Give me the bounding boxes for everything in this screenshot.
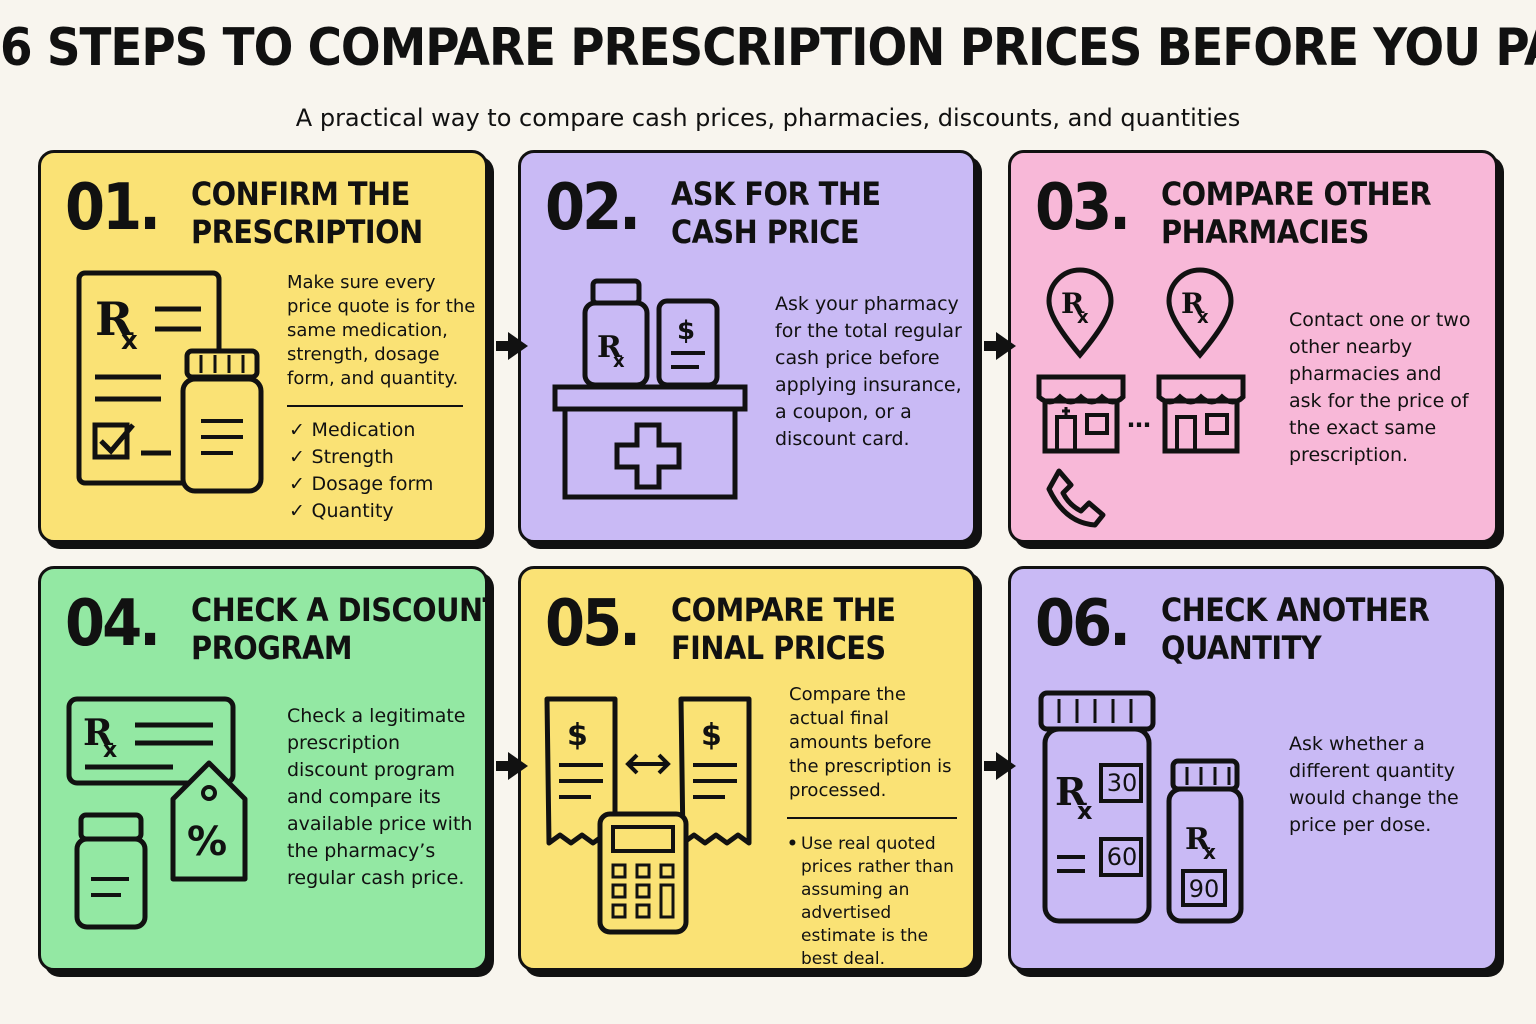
checklist-item: Strength — [289, 444, 433, 471]
pill-bottle-icon — [74, 812, 148, 930]
step-description: Contact one or two other nearby pharmaci… — [1289, 309, 1471, 466]
step-heading-line2: CASH PRICE — [671, 213, 860, 251]
note-bullet: • Use real quoted prices rather than ass… — [787, 833, 967, 969]
svg-text:x: x — [121, 326, 138, 356]
step-card-03: 03. COMPARE OTHER PHARMACIES R x R x … C… — [1008, 150, 1498, 543]
step-heading-line1: COMPARE OTHER — [1161, 175, 1432, 213]
phone-icon — [1046, 468, 1106, 528]
percent-tag-icon: % — [170, 760, 248, 882]
svg-text:R: R — [597, 330, 623, 365]
step-heading-line2: PROGRAM — [191, 629, 352, 667]
svg-text:R: R — [95, 292, 134, 346]
svg-text:x: x — [103, 738, 117, 763]
compare-arrows-icon — [625, 753, 671, 775]
note-text: Use real quoted prices rather than assum… — [801, 834, 954, 969]
step-heading-line1: CONFIRM THE — [191, 175, 410, 213]
small-bottle-icon: R x — [1166, 758, 1244, 924]
step-heading-line2: FINAL PRICES — [671, 629, 886, 667]
step-heading: CONFIRM THE PRESCRIPTION — [191, 175, 423, 251]
step-description: Ask whether a different quantity would c… — [1289, 733, 1459, 836]
step-heading-line1: CHECK A DISCOUNT — [191, 591, 488, 629]
large-bottle-icon: R x — [1038, 690, 1156, 924]
step-heading: CHECK ANOTHER QUANTITY — [1161, 591, 1430, 667]
page-subtitle: A practical way to compare cash prices, … — [295, 104, 1241, 132]
svg-text:R: R — [1181, 287, 1205, 320]
svg-text:R: R — [1185, 822, 1211, 857]
step-heading: ASK FOR THE CASH PRICE — [671, 175, 881, 251]
pharmacy-store-icon — [1156, 374, 1246, 454]
arrow-right-icon — [496, 332, 528, 360]
step-description: Ask your pharmacy for the total regular … — [775, 293, 962, 450]
quantity-label-30: 30 — [1106, 769, 1138, 797]
step-card-06: 06. CHECK ANOTHER QUANTITY R x 30 60 R x… — [1008, 566, 1498, 971]
step-number: 01. — [65, 171, 161, 245]
step-number: 03. — [1035, 171, 1131, 245]
discount-card-icon: R x — [66, 696, 236, 786]
bullet-dot: • — [787, 834, 798, 854]
checklist-item: Dosage form — [289, 471, 434, 498]
svg-text:x: x — [613, 351, 625, 372]
step-description: Make sure every price quote is for the s… — [287, 272, 476, 389]
pill-bottle-icon — [180, 348, 264, 494]
arrow-right-icon — [984, 752, 1016, 780]
step-heading-line1: COMPARE THE — [671, 591, 896, 629]
location-pin-icon: R x — [1166, 267, 1234, 359]
step-number: 05. — [545, 587, 641, 661]
svg-text:x: x — [1077, 797, 1093, 825]
svg-text:$: $ — [677, 316, 695, 346]
svg-text:$: $ — [567, 718, 588, 753]
step-card-02: 02. ASK FOR THE CASH PRICE R x $ Ask you… — [518, 150, 976, 543]
step-card-04: 04. CHECK A DISCOUNT PROGRAM R x % Check… — [38, 566, 488, 971]
calculator-icon — [597, 811, 689, 935]
step-heading: CHECK A DISCOUNT PROGRAM — [191, 591, 488, 667]
page-title: 6 STEPS TO COMPARE PRESCRIPTION PRICES B… — [0, 18, 1536, 78]
arrow-right-icon — [984, 332, 1016, 360]
divider — [287, 405, 463, 407]
quantity-label-60: 60 — [1106, 843, 1138, 871]
svg-text:%: % — [187, 819, 227, 865]
prescription-form-icon: R x — [76, 270, 222, 486]
svg-text:$: $ — [701, 718, 722, 753]
svg-text:x: x — [1077, 307, 1089, 328]
ellipsis-dots: … — [1127, 405, 1151, 433]
svg-text:R: R — [1055, 769, 1087, 814]
step-number: 06. — [1035, 587, 1131, 661]
arrow-right-icon — [496, 752, 528, 780]
svg-text:x: x — [1197, 307, 1209, 328]
step-heading-line1: ASK FOR THE — [671, 175, 881, 213]
step-heading: COMPARE OTHER PHARMACIES — [1161, 175, 1432, 251]
step-description: Check a legitimate prescription discount… — [287, 705, 473, 889]
divider — [787, 817, 957, 819]
pharmacy-store-icon — [1036, 374, 1126, 454]
svg-text:R: R — [83, 712, 114, 754]
step-heading-line2: PHARMACIES — [1161, 213, 1369, 251]
svg-text:x: x — [1203, 840, 1216, 864]
step-description: Compare the actual final amounts before … — [789, 684, 952, 801]
checklist: Medication Strength Dosage form Quantity — [289, 417, 434, 525]
step-heading-line2: QUANTITY — [1161, 629, 1322, 667]
step-heading-line2: PRESCRIPTION — [191, 213, 423, 251]
step-card-05: 05. COMPARE THE FINAL PRICES $ $ Compare… — [518, 566, 976, 971]
svg-text:R: R — [1061, 287, 1085, 320]
checklist-item: Quantity — [289, 498, 433, 525]
step-card-01: 01. CONFIRM THE PRESCRIPTION R x Make su… — [38, 150, 488, 543]
step-number: 04. — [65, 587, 161, 661]
location-pin-icon: R x — [1046, 267, 1114, 359]
quantity-label-90: 90 — [1188, 875, 1220, 903]
step-number: 02. — [545, 171, 641, 245]
checklist-item: Medication — [289, 417, 433, 444]
step-heading: COMPARE THE FINAL PRICES — [671, 591, 896, 667]
receipt-icon: $ — [544, 696, 618, 846]
step-heading-line1: CHECK ANOTHER — [1161, 591, 1430, 629]
pharmacy-counter-icon: R x $ — [552, 278, 748, 500]
